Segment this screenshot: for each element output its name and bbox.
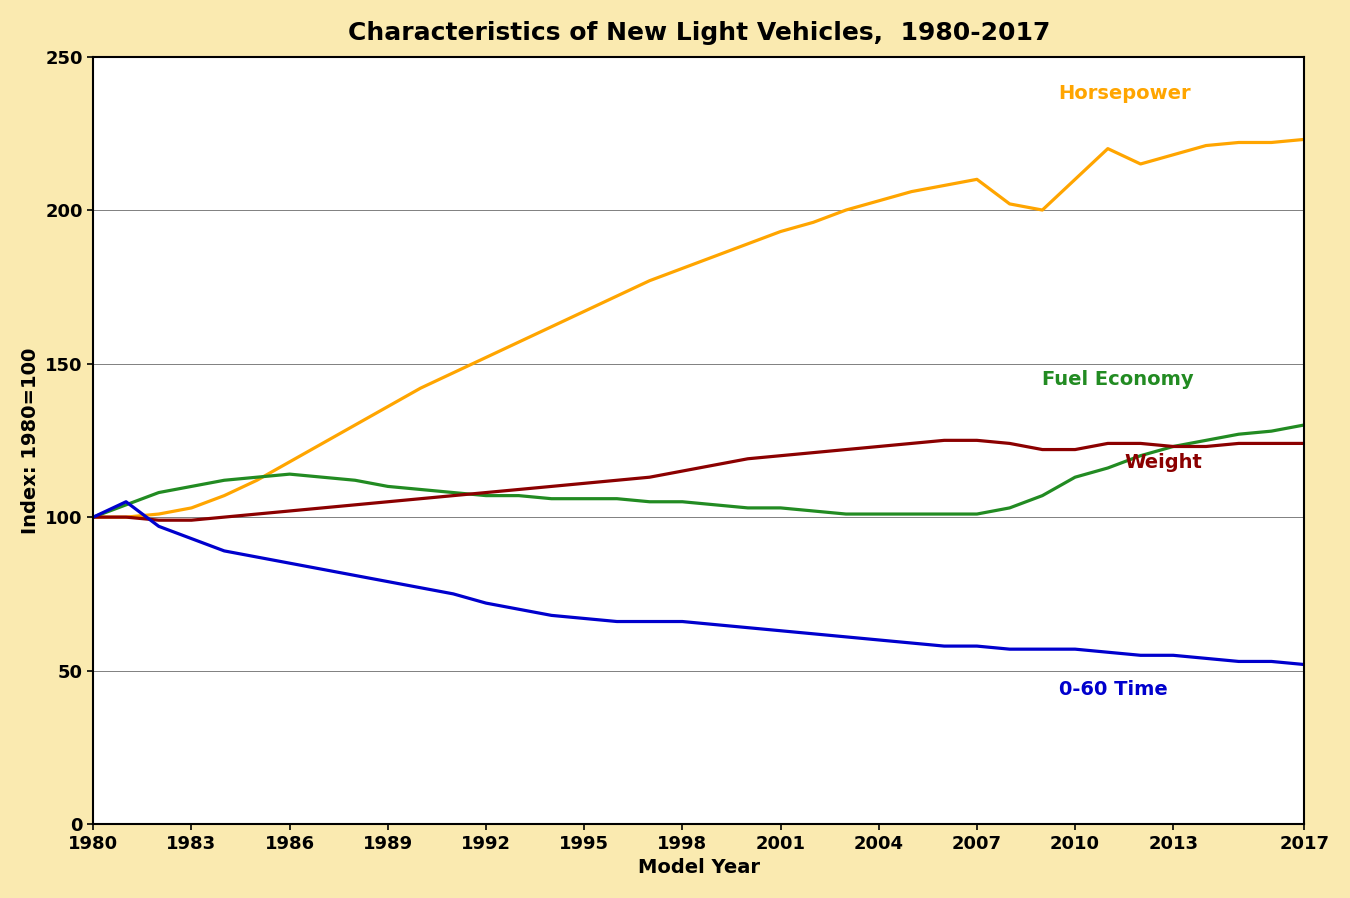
- Text: 0-60 Time: 0-60 Time: [1058, 680, 1168, 700]
- Y-axis label: Index: 1980=100: Index: 1980=100: [20, 348, 40, 533]
- Text: Horsepower: Horsepower: [1058, 84, 1191, 103]
- Text: Weight: Weight: [1125, 453, 1202, 472]
- Title: Characteristics of New Light Vehicles,  1980-2017: Characteristics of New Light Vehicles, 1…: [347, 21, 1050, 45]
- X-axis label: Model Year: Model Year: [637, 858, 760, 877]
- Text: Fuel Economy: Fuel Economy: [1042, 370, 1193, 389]
